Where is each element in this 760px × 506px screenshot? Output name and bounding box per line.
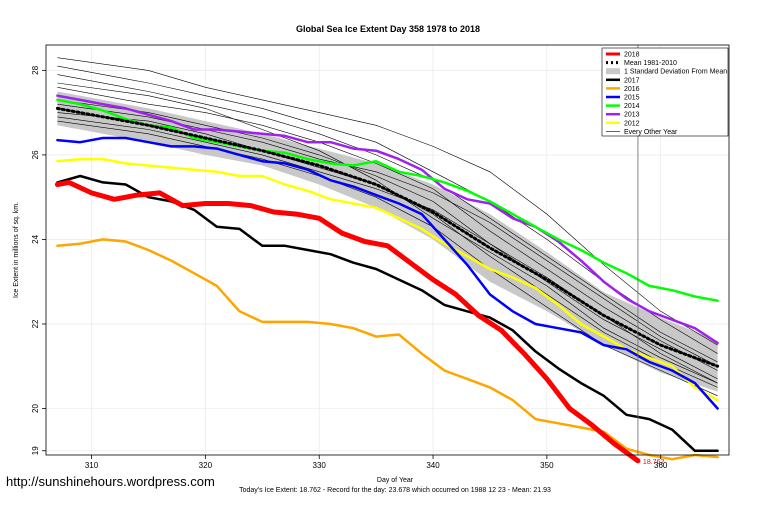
today-value-label: 18.762 <box>643 459 665 466</box>
main-series-lines <box>54 94 720 464</box>
y-tick-label-28: 28 <box>31 65 40 74</box>
series-line-2016 <box>56 238 719 461</box>
legend-label-mean-1981-2010: Mean 1981-2010 <box>624 60 677 67</box>
other-year-line-6 <box>57 120 718 397</box>
other-year-line-2 <box>57 74 718 363</box>
y-axis-label: Ice Extent in millions of sq. km. <box>13 202 20 298</box>
series-line-mean-1981-2010 <box>55 106 720 368</box>
chart-title: Global Sea Ice Extent Day 358 1978 to 20… <box>296 24 480 34</box>
other-year-line-0 <box>57 57 718 346</box>
legend-label-2017: 2017 <box>624 77 640 84</box>
legend-label-2018: 2018 <box>624 52 640 59</box>
other-year-line-3 <box>57 87 718 371</box>
legend-box <box>601 47 729 137</box>
series-line-2014 <box>56 98 719 302</box>
axes: 18.762 310 320 330 340 350 360 19 20 22 24 26 28 <box>31 44 730 470</box>
legend-label-2015: 2015 <box>624 95 640 102</box>
series-line-2013 <box>56 94 719 345</box>
legend-label-every-other-year: Every Other Year <box>624 129 678 136</box>
y-tick-label-26: 26 <box>31 150 40 159</box>
legend-label-2012: 2012 <box>624 120 640 127</box>
legend-label-2013: 2013 <box>624 112 640 119</box>
legend-label-1-standard-deviation-from-mean: 1 Standard Deviation From Mean <box>624 69 727 76</box>
x-tick-label-350: 350 <box>540 461 554 470</box>
series-line-2012 <box>56 157 719 402</box>
other-year-line-8 <box>57 103 718 367</box>
legend-swatch-1-standard-deviation-from-mean <box>606 68 620 75</box>
legend-label-2014: 2014 <box>624 103 640 110</box>
legend-label-2016: 2016 <box>624 86 640 93</box>
plot-border <box>45 44 730 456</box>
y-tick-label-22: 22 <box>31 319 40 328</box>
x-tick-label-330: 330 <box>313 461 327 470</box>
x-tick-label-320: 320 <box>199 461 213 470</box>
x-tick-label-310: 310 <box>85 461 99 470</box>
y-tick-label-24: 24 <box>31 234 40 243</box>
footer-text: Today's Ice Extent: 18.762 - Record for … <box>239 487 551 494</box>
x-tick-label-340: 340 <box>426 461 440 470</box>
series-line-2017 <box>56 174 719 453</box>
y-tick-label-19: 19 <box>31 446 40 455</box>
x-axis-label: Day of Year <box>377 477 414 484</box>
series-line-2018 <box>54 179 641 464</box>
other-year-line-4 <box>57 99 718 380</box>
watermark: http://sunshinehours.wordpress.com <box>6 474 215 489</box>
y-tick-label-20: 20 <box>31 404 40 413</box>
series-line-2015 <box>56 136 719 410</box>
x-tick-label-360: 360 <box>654 461 668 470</box>
